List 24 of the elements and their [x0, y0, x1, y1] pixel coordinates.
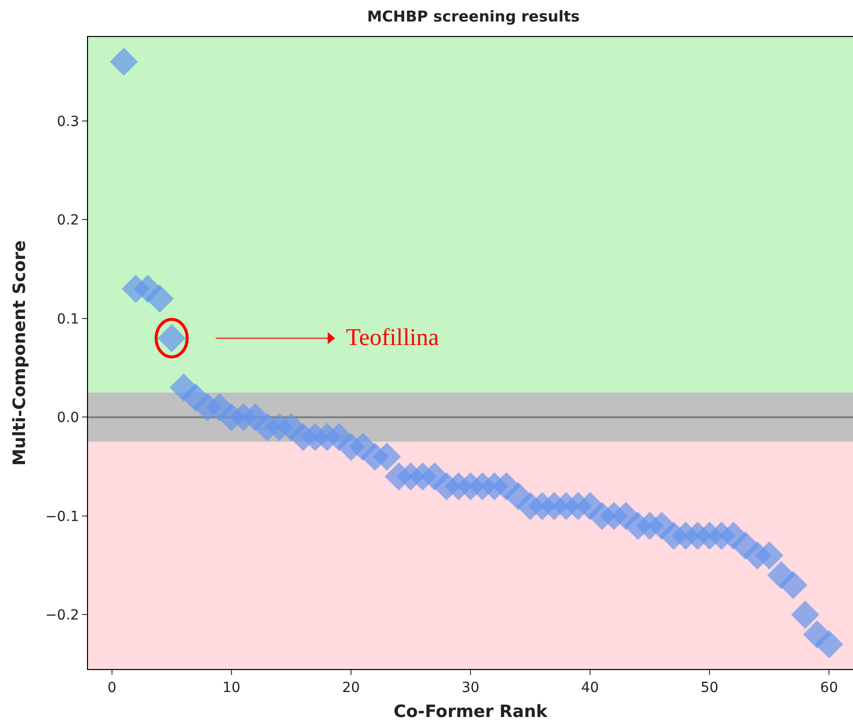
chart-title: MCHBP screening results	[367, 7, 580, 26]
point	[779, 571, 807, 599]
point	[110, 48, 138, 76]
x-axis-title: Co-Former Rank	[394, 702, 548, 722]
y-tick-label: 0.0	[56, 410, 80, 426]
x-tick-label: 30	[462, 680, 480, 696]
x-tick-label: 0	[107, 680, 116, 696]
point	[791, 600, 819, 628]
point	[146, 284, 174, 312]
x-tick-label: 60	[820, 680, 838, 696]
y-tick-label: 0.2	[56, 212, 80, 229]
y-axis-title: Multi-Component Score	[10, 240, 30, 466]
y-tick-label: 0.1	[56, 311, 80, 328]
y-tick-label: −0.1	[45, 508, 80, 525]
point	[373, 442, 401, 470]
x-tick-label: 20	[342, 680, 360, 696]
y-tick-label: −0.2	[45, 608, 80, 624]
x-tick-label: 40	[581, 680, 599, 696]
point	[815, 630, 843, 658]
x-tick-label: 10	[222, 680, 240, 696]
x-tick-label: 50	[700, 680, 718, 696]
annotation: Teofillina	[346, 325, 440, 351]
point	[756, 542, 784, 570]
y-tick-label: 0.3	[56, 114, 80, 130]
